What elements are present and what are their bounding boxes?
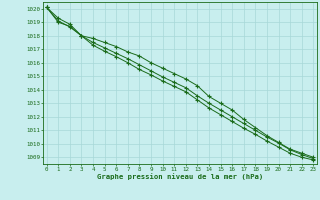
X-axis label: Graphe pression niveau de la mer (hPa): Graphe pression niveau de la mer (hPa) xyxy=(97,173,263,180)
